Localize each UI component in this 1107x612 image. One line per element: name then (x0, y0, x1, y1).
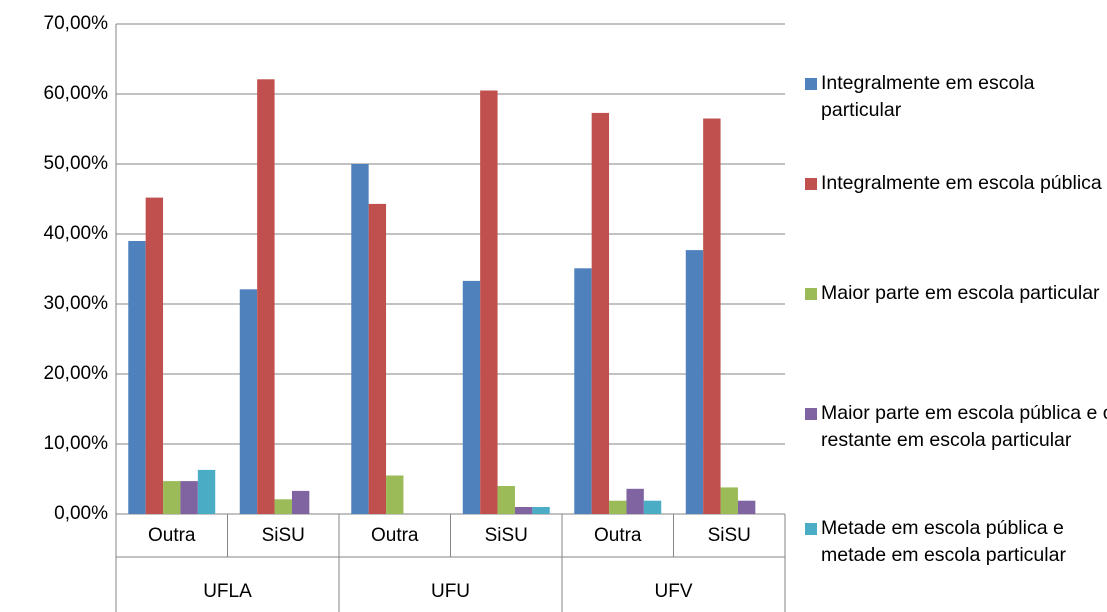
y-tick-label: 0,00% (54, 503, 108, 524)
bar (514, 507, 533, 514)
bar (497, 486, 515, 514)
legend-label: Integralmente em escola pública (821, 172, 1102, 194)
legend-item: Metade em escola pública e metade em esc… (805, 515, 1107, 569)
x-tick-label: SiSU (485, 525, 528, 546)
legend-swatch (805, 408, 817, 420)
legend-label: Metade em escola pública e metade em esc… (821, 517, 1066, 566)
legend-swatch (805, 288, 817, 300)
bar (128, 241, 146, 514)
x-tick-label: SiSU (708, 525, 751, 546)
bar (386, 475, 404, 514)
bar (180, 481, 198, 514)
group-label: UFU (431, 581, 470, 602)
group-label: UFLA (203, 581, 252, 602)
bar (462, 280, 481, 514)
legend-label: Maior parte em escola pública e o restan… (821, 402, 1107, 451)
bar (291, 490, 310, 514)
bar (368, 203, 387, 514)
y-tick-label: 40,00% (44, 223, 109, 244)
x-tick-label: Outra (594, 525, 642, 546)
bar (574, 268, 592, 514)
bar (643, 500, 662, 514)
legend-item: Integralmente em escola particular (805, 70, 1107, 124)
bar (626, 488, 644, 514)
bar (720, 487, 738, 514)
bar (145, 197, 164, 514)
group-label: UFV (655, 581, 693, 602)
bar (239, 289, 258, 514)
y-tick-label: 30,00% (44, 293, 109, 314)
legend-item: Integralmente em escola pública (805, 170, 1107, 197)
x-tick-label: Outra (148, 525, 196, 546)
bar (737, 500, 756, 514)
bar (163, 481, 181, 514)
y-tick-label: 20,00% (44, 363, 109, 384)
y-tick-label: 70,00% (44, 13, 109, 34)
bar (197, 469, 216, 514)
y-tick-label: 50,00% (44, 153, 109, 174)
bar (703, 118, 721, 514)
bar (591, 112, 610, 515)
y-tick-label: 60,00% (44, 83, 109, 104)
bar (685, 250, 704, 514)
bar (609, 500, 627, 514)
x-tick-label: Outra (371, 525, 419, 546)
legend-label: Integralmente em escola particular (821, 72, 1035, 121)
legend-swatch (805, 523, 817, 535)
legend-label: Maior parte em escola particular (821, 282, 1100, 304)
legend-swatch (805, 78, 817, 90)
legend-item: Maior parte em escola particular (805, 280, 1107, 307)
bar (274, 499, 292, 514)
bar (257, 79, 275, 515)
y-tick-label: 10,00% (44, 433, 109, 454)
legend-swatch (805, 178, 817, 190)
x-tick-label: SiSU (262, 525, 305, 546)
legend-item: Maior parte em escola pública e o restan… (805, 400, 1107, 454)
bar (480, 90, 498, 514)
bar (351, 164, 369, 514)
bar (532, 507, 550, 514)
